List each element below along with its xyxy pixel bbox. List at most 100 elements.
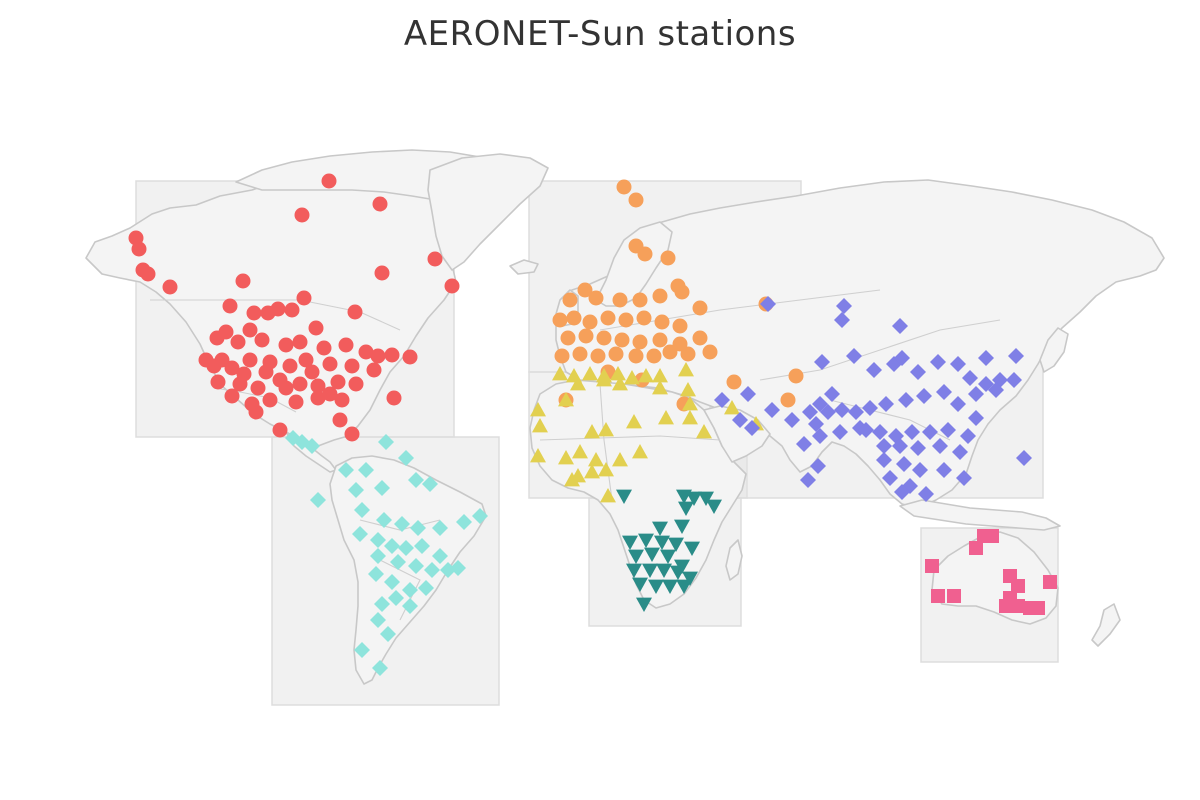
station-marker-asia — [968, 386, 984, 402]
station-marker-north-america — [348, 376, 364, 392]
station-marker-southern-africa — [668, 537, 684, 552]
station-marker-asia — [876, 452, 892, 468]
station-marker-europe — [674, 284, 690, 300]
station-marker-asia — [820, 404, 836, 420]
station-marker-southern-africa — [662, 579, 678, 594]
border-africa-1 — [539, 435, 721, 441]
station-marker-north-america — [250, 380, 266, 396]
station-marker-europe — [618, 312, 634, 328]
station-marker-southern-africa — [660, 549, 676, 564]
map-title: AERONET-Sun stations — [403, 14, 797, 54]
station-marker-asia — [952, 444, 968, 460]
station-marker-asia — [910, 440, 926, 456]
station-marker-south-america — [380, 626, 396, 642]
station-marker-asia — [802, 404, 818, 420]
station-marker-asia — [892, 318, 908, 334]
station-marker-asia — [866, 362, 882, 378]
station-marker-southern-africa — [642, 563, 658, 578]
station-marker-asia — [714, 392, 730, 408]
station-marker-europe — [654, 314, 670, 330]
station-marker-north-america — [358, 344, 374, 360]
station-marker-north-america — [374, 265, 390, 281]
station-marker-north-africa-middle-east — [552, 366, 568, 381]
station-marker-asia — [932, 438, 948, 454]
station-marker-north-america — [162, 279, 178, 295]
station-marker-north-america — [444, 278, 460, 294]
station-marker-north-america — [246, 305, 262, 321]
station-marker-north-africa-middle-east — [610, 366, 626, 381]
station-marker-europe — [652, 332, 668, 348]
station-marker-asia — [876, 438, 892, 454]
station-marker-north-america — [344, 358, 360, 374]
station-marker-north-africa-middle-east — [626, 414, 642, 429]
station-marker-south-america — [390, 554, 406, 570]
land-eurasia — [555, 179, 1165, 509]
station-marker-north-america — [230, 334, 246, 350]
station-marker-north-america — [214, 352, 230, 368]
station-marker-north-america — [288, 394, 304, 410]
station-marker-europe — [652, 288, 668, 304]
station-marker-europe — [612, 292, 628, 308]
station-marker-north-america — [198, 352, 214, 368]
station-marker-europe — [582, 314, 598, 330]
station-marker-north-america — [254, 332, 270, 348]
station-marker-north-america — [294, 207, 310, 223]
station-marker-asia — [962, 370, 978, 386]
station-marker-south-america — [414, 538, 430, 554]
station-marker-north-africa-middle-east — [530, 448, 546, 463]
station-marker-europe — [562, 292, 578, 308]
station-marker-asia — [808, 416, 824, 432]
land-greenland — [427, 153, 549, 271]
station-marker-asia — [862, 400, 878, 416]
station-marker-australia — [969, 541, 983, 555]
station-marker-asia — [834, 312, 850, 328]
station-marker-europe — [566, 310, 582, 326]
station-marker-north-america — [258, 364, 274, 380]
station-marker-north-america — [210, 374, 226, 390]
station-marker-north-america — [140, 266, 156, 282]
station-marker-australia — [931, 589, 945, 603]
station-marker-north-africa-middle-east — [584, 464, 600, 479]
land-indonesia — [899, 499, 1061, 531]
station-marker-south-america — [368, 566, 384, 582]
station-marker-europe — [636, 310, 652, 326]
station-marker-asia — [858, 422, 874, 438]
station-marker-southern-africa — [678, 501, 694, 516]
station-marker-north-america — [224, 388, 240, 404]
station-marker-north-america — [308, 320, 324, 336]
station-marker-north-america — [384, 347, 400, 363]
station-marker-europe — [632, 334, 648, 350]
station-marker-europe — [662, 344, 678, 360]
station-marker-europe — [628, 192, 644, 208]
station-marker-asia — [834, 402, 850, 418]
station-marker-europe — [702, 344, 718, 360]
station-marker-southern-africa — [698, 491, 714, 506]
station-marker-europe — [572, 346, 588, 362]
station-marker-asia — [936, 384, 952, 400]
station-marker-europe — [578, 328, 594, 344]
station-marker-south-america — [388, 590, 404, 606]
station-marker-south-america — [370, 532, 386, 548]
station-marker-south-america — [432, 548, 448, 564]
station-marker-asia — [800, 472, 816, 488]
station-marker-asia — [732, 412, 748, 428]
station-marker-southern-africa — [670, 565, 686, 580]
station-marker-europe — [590, 348, 606, 364]
station-marker-australia — [985, 529, 999, 543]
land-south-america — [329, 455, 487, 685]
station-marker-north-america — [344, 426, 360, 442]
station-marker-north-america — [322, 386, 338, 402]
station-marker-europe — [692, 300, 708, 316]
station-marker-north-america — [278, 337, 294, 353]
station-marker-south-america — [310, 492, 326, 508]
station-marker-north-africa-middle-east — [530, 402, 546, 417]
station-marker-asia — [950, 396, 966, 412]
station-marker-north-america — [262, 392, 278, 408]
station-marker-north-america — [242, 322, 258, 338]
station-marker-southern-africa — [616, 489, 632, 504]
station-marker-north-america — [298, 352, 314, 368]
station-marker-north-africa-middle-east — [652, 380, 668, 395]
station-marker-asia — [936, 462, 952, 478]
station-marker-asia — [896, 456, 912, 472]
station-marker-north-africa-middle-east — [598, 462, 614, 477]
